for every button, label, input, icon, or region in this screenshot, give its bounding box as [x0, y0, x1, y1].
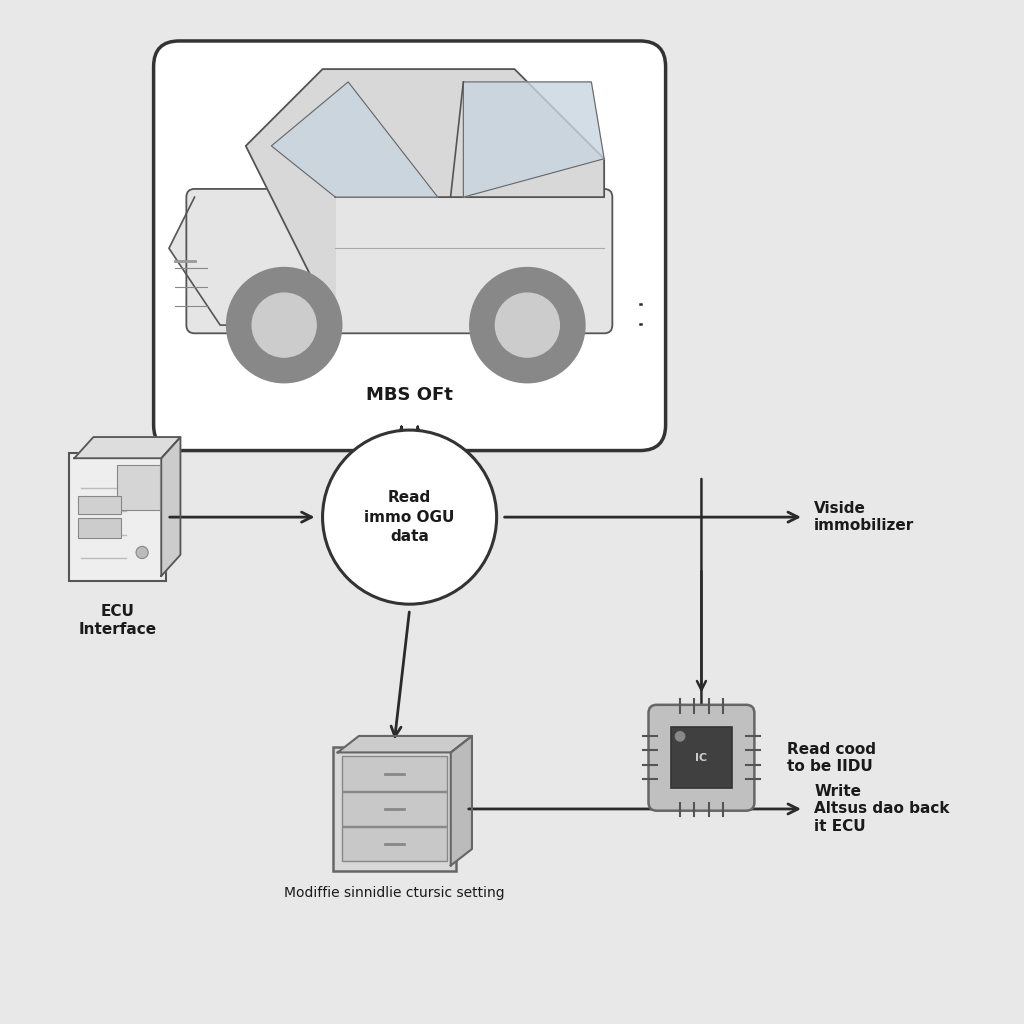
FancyBboxPatch shape — [78, 517, 121, 538]
Circle shape — [136, 547, 148, 558]
FancyBboxPatch shape — [186, 188, 612, 334]
Text: Read cood
to be IIDU: Read cood to be IIDU — [787, 741, 877, 774]
Polygon shape — [271, 82, 438, 197]
Text: ECU
Interface: ECU Interface — [79, 604, 157, 637]
FancyBboxPatch shape — [342, 792, 446, 826]
Circle shape — [496, 293, 559, 357]
Polygon shape — [75, 437, 180, 459]
FancyBboxPatch shape — [648, 705, 755, 811]
FancyBboxPatch shape — [333, 748, 456, 870]
FancyBboxPatch shape — [117, 465, 161, 511]
Text: Write
Altsus dao back
it ECU: Write Altsus dao back it ECU — [814, 784, 949, 834]
Polygon shape — [451, 736, 472, 865]
FancyBboxPatch shape — [342, 827, 446, 861]
Polygon shape — [162, 437, 180, 575]
FancyBboxPatch shape — [671, 727, 732, 788]
Text: MBS OFt: MBS OFt — [367, 386, 453, 404]
Circle shape — [470, 267, 585, 383]
FancyBboxPatch shape — [154, 41, 666, 451]
Polygon shape — [463, 82, 604, 197]
Text: IC: IC — [695, 753, 708, 763]
Text: Viside
immobilizer: Viside immobilizer — [814, 501, 914, 534]
Circle shape — [226, 267, 342, 383]
FancyBboxPatch shape — [78, 497, 121, 514]
FancyBboxPatch shape — [70, 453, 166, 582]
Text: Read
immo OGU
data: Read immo OGU data — [365, 489, 455, 545]
Polygon shape — [169, 197, 336, 326]
Circle shape — [252, 293, 316, 357]
Polygon shape — [338, 736, 472, 753]
Circle shape — [323, 430, 497, 604]
FancyBboxPatch shape — [342, 757, 446, 791]
Text: Modiffie sinnidlie ctursic setting: Modiffie sinnidlie ctursic setting — [284, 886, 505, 900]
Circle shape — [676, 732, 685, 741]
Polygon shape — [246, 70, 604, 326]
